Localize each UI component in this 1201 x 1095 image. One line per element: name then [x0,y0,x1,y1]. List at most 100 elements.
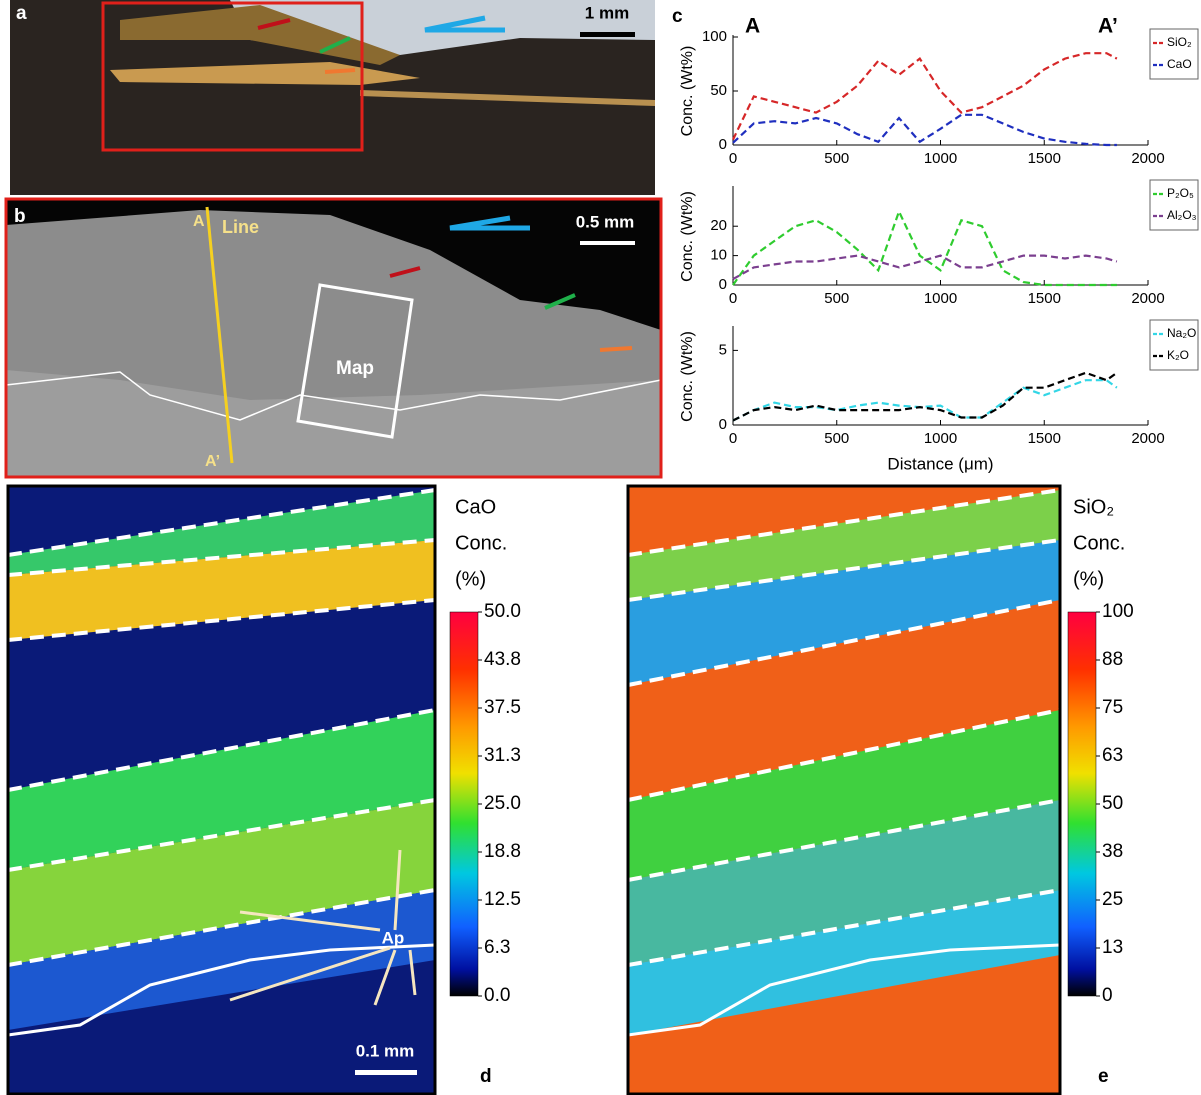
point-label: A’ [205,453,220,470]
y-tick-label: 20 [710,217,727,234]
y-tick-label: 100 [702,28,727,45]
x-axis-label: Distance (μm) [887,454,993,473]
layer [110,62,420,85]
legend-label: K₂O [1167,348,1189,362]
x-tick-label: 2000 [1131,290,1164,307]
y-tick-label: 50 [710,82,727,99]
colorbar-tick-label: 25.0 [484,793,521,814]
y-tick-label: 0 [719,416,727,433]
band [628,890,1060,1035]
colorbar-tick-label: 37.5 [484,697,521,718]
x-tick-label: 1500 [1028,290,1061,307]
shear-sense [449,215,530,231]
arrow [319,36,351,54]
panel-border [4,197,663,479]
colorbar-tick-label: 50 [1102,793,1123,814]
band [8,710,435,870]
colorbar-tick-label: 43.8 [484,649,521,670]
map-label: Map [336,358,374,379]
band [628,800,1060,965]
x-tick-label: 500 [824,150,849,167]
scale-bar [580,32,635,37]
series-line [732,254,1118,281]
colorbar-tick-label: 88 [1102,649,1123,670]
x-tick-label: 500 [824,290,849,307]
layer [360,90,655,106]
arrow [389,266,421,278]
scale-bar [580,241,635,245]
band [8,490,435,575]
colorbar-title: (%) [1073,568,1104,590]
colorbar-tick-label: 0.0 [484,985,510,1006]
x-tick-label: 2000 [1131,150,1164,167]
colorbar [449,611,479,997]
x-tick-label: 1500 [1028,150,1061,167]
x-tick-label: 500 [824,430,849,447]
colorbar-title: CaO [455,496,496,518]
series-line [732,52,1118,141]
boundaries [627,488,1061,967]
x-tick-label: 1000 [924,290,957,307]
panel-label: a [16,3,27,24]
annotation: Ap [382,928,405,947]
legend-box [1149,319,1199,371]
x-tick-label: 0 [729,290,737,307]
x-tick-label: 0 [729,430,737,447]
inset-box [101,1,364,152]
legend-box [1149,179,1199,231]
x-tick-label: 1500 [1028,430,1061,447]
colorbar-tick-label: 63 [1102,745,1123,766]
series-line [732,208,1117,287]
arrow [544,293,576,310]
y-tick-label: 0 [719,136,727,153]
scale-bar-label: 1 mm [585,3,629,22]
colorbar-tick-label: 38 [1102,841,1123,862]
band [628,540,1060,685]
panel-b: b A Line A’ Map 0.5 mm [4,197,663,479]
legend-label: P₂O₅ [1167,186,1194,200]
boundaries [7,488,436,967]
y-axis-label: Conc. (Wt%) [679,46,696,137]
band [8,540,435,640]
y-tick-label: 0 [719,276,727,293]
y-axis-label: Conc. (Wt%) [679,191,696,282]
background [6,199,661,330]
series-line [732,379,1118,422]
line-label: Line [222,217,259,237]
boundary [627,943,1061,1037]
colorbar-tick-label: 75 [1102,697,1123,718]
series-line [732,371,1118,422]
colorbar-tick-label: 0 [1102,985,1113,1006]
arrow [324,68,356,74]
scale-bar-label: 0.5 mm [576,212,635,231]
point-label: A’ [1098,15,1118,38]
legend-label: SiO₂ [1167,35,1192,49]
legend-label: CaO [1167,57,1192,71]
legend-box [1149,28,1199,80]
band [8,890,435,1030]
colorbar-tick-label: 50.0 [484,601,521,622]
panel-d: Ap 0.1 mm d CaO Conc. (%) [6,484,507,1095]
point-label: A [193,213,205,230]
x-tick-label: 2000 [1131,430,1164,447]
arrow [599,346,633,352]
boundary [5,371,662,421]
panel-label: c [672,6,683,27]
legend-label: Na₂O [1167,326,1196,340]
legend-label: Al₂O₃ [1167,208,1197,222]
panel-label: e [1098,1066,1109,1087]
panel-label: d [480,1066,492,1087]
scale-bar-label: 0.1 mm [356,1041,415,1060]
series-line [732,113,1117,147]
frame [6,484,437,1095]
colorbar [1067,611,1097,997]
colorbar-tick-label: 31.3 [484,745,521,766]
panel-e: e SiO₂ Conc. (%) [626,484,1125,1095]
band [628,490,1060,600]
y-axis-label: Conc. (Wt%) [679,331,696,422]
map-box [296,283,414,439]
shear-sense [424,15,505,33]
layer [120,5,400,65]
colorbar-title: Conc. [1073,532,1125,554]
